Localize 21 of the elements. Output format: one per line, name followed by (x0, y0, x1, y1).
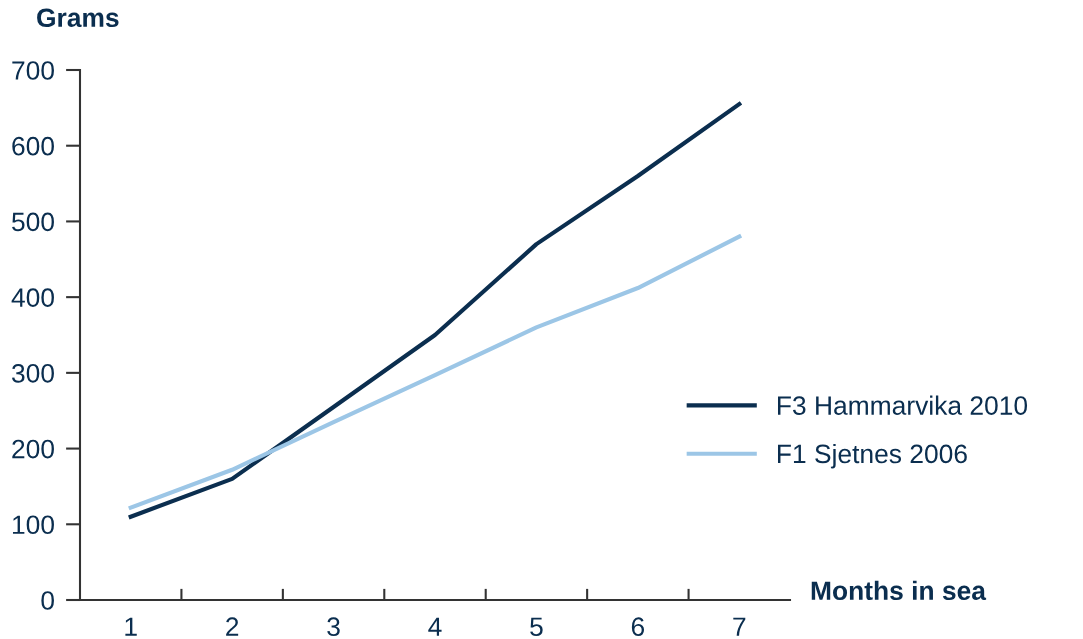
y-tick-label: 600 (12, 136, 54, 156)
y-tick-label: 0 (41, 591, 54, 610)
x-tick-label: 2 (226, 617, 239, 636)
x-axis-title: Months in sea (811, 580, 987, 601)
x-tick-label: 4 (428, 617, 442, 636)
line-series (128, 101, 742, 519)
legend-label: F3 Hammarvika 2010 (778, 395, 1028, 415)
y-tick-label: 400 (11, 288, 54, 307)
y-tick-label: 700 (12, 61, 54, 80)
x-tick-label: 3 (327, 617, 340, 637)
x-tick-label: 5 (530, 617, 543, 637)
x-tick-label: 6 (631, 617, 645, 637)
y-tick-label: 200 (12, 439, 54, 459)
x-tick-label: 7 (733, 617, 746, 636)
y-tick-label: 300 (11, 363, 54, 383)
line-series (128, 234, 742, 510)
y-tick-label: 500 (12, 212, 54, 232)
legend-label: F1 Sjetnes 2006 (778, 443, 967, 469)
y-tick-label: 100 (12, 515, 54, 535)
x-tick-label: 1 (125, 617, 137, 636)
y-axis-title: Grams (37, 8, 119, 28)
